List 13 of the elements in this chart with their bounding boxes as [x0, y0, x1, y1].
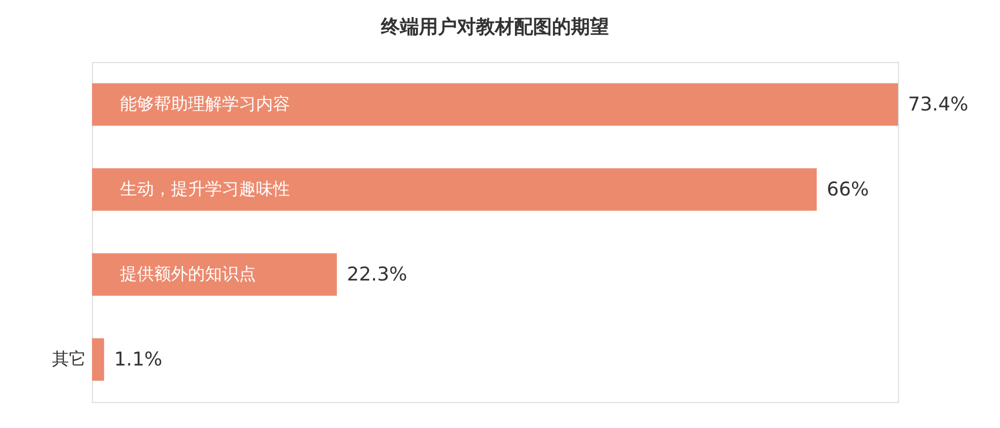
data-label: 1.1% [114, 348, 162, 370]
y-tick-label: 其它 [52, 350, 86, 370]
bar [92, 253, 337, 296]
chart-title: 终端用户对教材配图的期望 [380, 16, 609, 38]
bar [92, 168, 817, 211]
bar [92, 83, 898, 126]
data-label: 22.3% [346, 264, 408, 286]
y-tick-label: 提供额外的知识点 [120, 264, 256, 284]
y-tick-label: 生动，提升学习趣味性 [120, 180, 290, 200]
y-tick-label: 能够帮助理解学习内容 [120, 94, 290, 114]
data-label: 66% [826, 178, 869, 200]
data-label: 73.4% [908, 94, 968, 116]
bar [92, 338, 104, 381]
